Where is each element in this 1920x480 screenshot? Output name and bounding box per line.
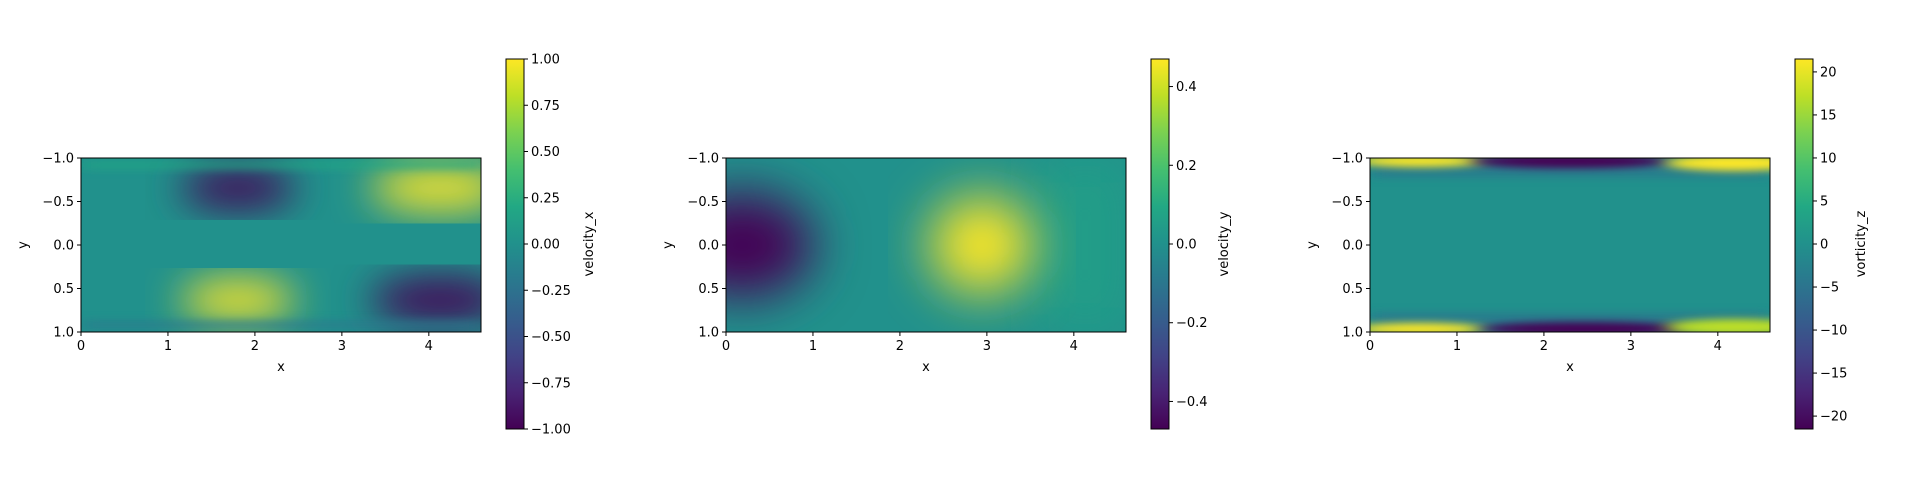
x-tick-label: 2 <box>1540 339 1548 354</box>
colorbar-tick-label: 0.00 <box>531 238 560 253</box>
colorbar-tick-label: 0.75 <box>531 99 560 114</box>
wall-high-bottom-right <box>1665 319 1770 332</box>
x-tick-label: 1 <box>164 339 172 354</box>
x-tick-label: 4 <box>1070 339 1078 354</box>
x-tick-label: 1 <box>1453 339 1461 354</box>
colorbar-tick-label: −5 <box>1820 281 1839 296</box>
colorbar-label: velocity_x <box>582 211 597 276</box>
y-tick-label: 0.0 <box>53 239 74 254</box>
y-tick-label: −0.5 <box>42 195 74 210</box>
y-tick-label: 0.0 <box>698 239 719 254</box>
colorbar-gradient <box>1794 58 1814 430</box>
wall-high-top-right <box>1665 158 1770 171</box>
y-tick-label: 0.5 <box>53 282 74 297</box>
heatmap-velocity-y <box>726 158 1126 332</box>
x-tick-label: 3 <box>338 339 346 354</box>
x-tick-label: 1 <box>809 339 817 354</box>
colorbar-tick-label: −15 <box>1820 367 1847 382</box>
y-tick-label: −0.5 <box>1331 195 1363 210</box>
wall-high-bottom-left <box>1370 323 1485 332</box>
colorbar-tick-label: 0.50 <box>531 145 560 160</box>
vortex-high-center <box>930 197 1034 293</box>
colorbar-vorticity-z: 20 15 10 5 0 −5 −10 −15 −20 vorticity_z <box>1794 58 1869 430</box>
colorbar-tick-label: −0.25 <box>531 284 571 299</box>
colorbar-label: vorticity_z <box>1854 211 1869 278</box>
x-tick-label: 2 <box>251 339 259 354</box>
y-tick-label: 1.0 <box>53 326 74 341</box>
y-axis-label: y <box>16 241 31 249</box>
colorbar-velocity-y: 0.4 0.2 0.0 −0.2 −0.4 velocity_y <box>1150 58 1232 430</box>
x-axis-label: x <box>277 360 285 375</box>
x-tick-label: 4 <box>425 339 433 354</box>
colorbar-tick-label: 20 <box>1820 65 1837 80</box>
wall-low-top-mid <box>1470 158 1670 168</box>
y-tick-label: −1.0 <box>687 152 719 167</box>
colorbar-gradient <box>505 58 525 430</box>
x-axis: 0 1 2 3 4 x <box>722 332 1078 375</box>
right-shading <box>1040 158 1126 332</box>
y-tick-label: 1.0 <box>1342 326 1363 341</box>
colorbar-tick-label: −0.50 <box>531 330 571 345</box>
wall-low-bottom-mid <box>1480 322 1690 332</box>
vortex-high-lower-mid <box>180 280 296 320</box>
y-tick-label: 1.0 <box>698 326 719 341</box>
heatmap-velocity-x <box>81 158 481 332</box>
vortex-low-left <box>726 193 814 297</box>
colorbar-tick-label: 15 <box>1820 108 1837 123</box>
panel-vorticity-z: 0 1 2 3 4 x −1.0 −0.5 0.0 0.5 1.0 y 20 15 10 5 0 −5 −1… <box>1305 58 1869 430</box>
colorbar-gradient <box>1150 58 1170 430</box>
y-tick-label: 0.5 <box>698 282 719 297</box>
panel-velocity-y: 0 1 2 3 4 x −1.0 −0.5 0.0 0.5 1.0 y 0.4 0.2 0.0 −0.… <box>661 58 1232 430</box>
x-tick-label: 4 <box>1714 339 1722 354</box>
colorbar-tick-label: 0 <box>1820 238 1828 253</box>
y-tick-label: 0.5 <box>1342 282 1363 297</box>
x-axis-label: x <box>922 360 930 375</box>
field-background <box>1370 158 1770 332</box>
colorbar-tick-label: −0.4 <box>1176 395 1208 410</box>
wall-high-top-left <box>1370 158 1485 167</box>
x-tick-label: 2 <box>896 339 904 354</box>
x-tick-label: 3 <box>983 339 991 354</box>
colorbar-tick-label: −0.2 <box>1176 316 1208 331</box>
colorbar-velocity-x: 1.00 0.75 0.50 0.25 0.00 −0.25 −0.50 −0.75 −1.00… <box>505 53 597 438</box>
x-axis: 0 1 2 3 4 x <box>1366 332 1722 375</box>
y-tick-label: 0.0 <box>1342 239 1363 254</box>
x-tick-label: 0 <box>1366 339 1374 354</box>
colorbar-tick-label: −0.75 <box>531 376 571 391</box>
vortex-low-upper-mid <box>180 168 296 208</box>
x-axis: 0 1 2 3 4 x <box>77 332 433 375</box>
y-axis-label: y <box>661 241 676 249</box>
heatmap-vorticity-z <box>1370 158 1770 332</box>
edge-band-top <box>81 160 481 170</box>
panel-velocity-x: 0 1 2 3 4 x −1.0 −0.5 0.0 0.5 1.0 y 1.00 0.75 0.50… <box>16 53 597 438</box>
y-tick-label: −1.0 <box>1331 152 1363 167</box>
vortex-low-lower-right <box>370 278 481 322</box>
colorbar-tick-label: 10 <box>1820 151 1837 166</box>
colorbar-tick-label: −1.00 <box>531 423 571 438</box>
colorbar-tick-label: 0.0 <box>1176 238 1197 253</box>
x-tick-label: 0 <box>722 339 730 354</box>
edge-band-bottom <box>81 320 481 330</box>
x-tick-label: 0 <box>77 339 85 354</box>
y-tick-label: −0.5 <box>687 195 719 210</box>
x-axis-label: x <box>1566 360 1574 375</box>
y-axis: −1.0 −0.5 0.0 0.5 1.0 y <box>1305 152 1370 341</box>
colorbar-tick-label: 0.4 <box>1176 80 1197 95</box>
y-axis: −1.0 −0.5 0.0 0.5 1.0 y <box>16 152 81 341</box>
colorbar-tick-label: −10 <box>1820 324 1847 339</box>
colorbar-tick-label: −20 <box>1820 410 1847 425</box>
y-axis-label: y <box>1305 241 1320 249</box>
vortex-high-upper-right <box>370 166 481 210</box>
y-axis: −1.0 −0.5 0.0 0.5 1.0 y <box>661 152 726 341</box>
colorbar-tick-label: 0.2 <box>1176 159 1197 174</box>
colorbar-tick-label: 5 <box>1820 194 1828 209</box>
y-tick-label: −1.0 <box>42 152 74 167</box>
colorbar-label: velocity_y <box>1217 211 1232 276</box>
x-tick-label: 3 <box>1627 339 1635 354</box>
colorbar-tick-label: 0.25 <box>531 191 560 206</box>
colorbar-tick-label: 1.00 <box>531 53 560 68</box>
